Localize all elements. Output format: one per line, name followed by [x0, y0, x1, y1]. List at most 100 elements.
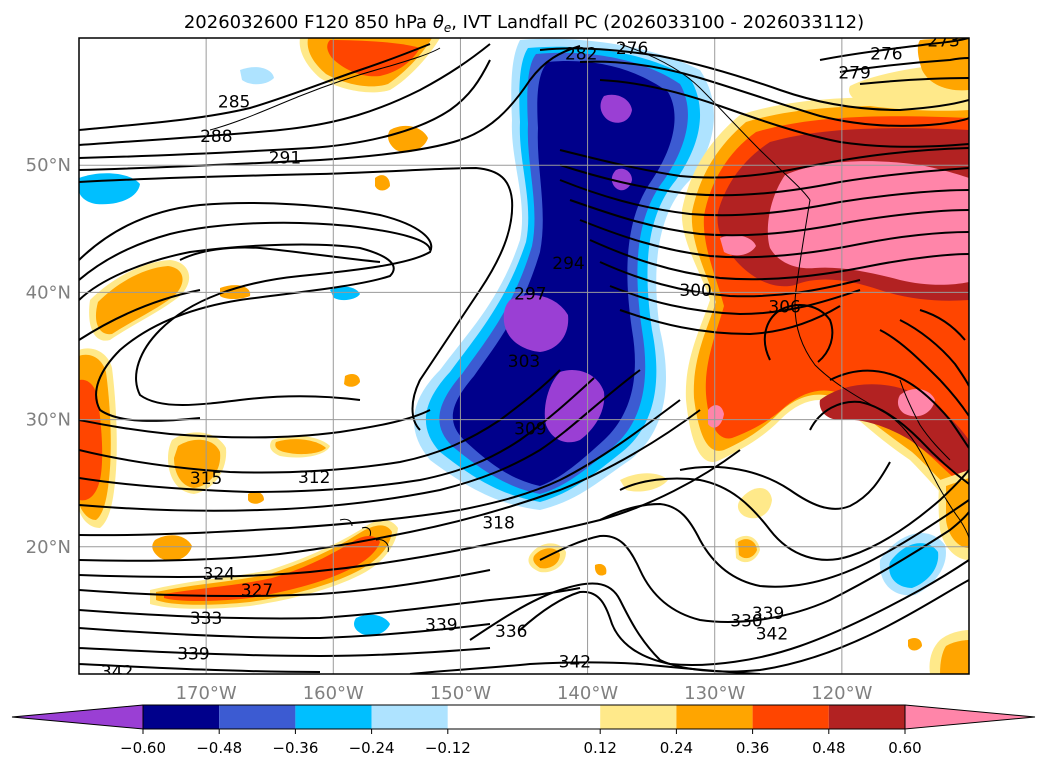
chart-title: 2026032600 F120 850 hPa θe, IVT Landfall…: [184, 12, 864, 35]
contour-line: [79, 45, 581, 171]
shade-band-orange: [156, 525, 392, 605]
lon-tick-label: 140°W: [557, 683, 618, 704]
contour-line: [619, 305, 841, 336]
map-frame: [78, 37, 970, 675]
colorbar-extend-high: [904, 704, 1036, 730]
colorbar-tick-label: −0.60: [120, 739, 166, 757]
contour-line: [79, 623, 491, 640]
contour-label: 339: [177, 645, 209, 665]
contour-line: [839, 57, 969, 73]
coastline-alaska: [209, 47, 441, 131]
colorbar-segment: [219, 705, 296, 729]
gridlines: [79, 38, 969, 674]
colorbar-segment: [295, 705, 372, 729]
shade-br-orange: [940, 640, 969, 674]
shade-se-cyan: [889, 543, 939, 588]
shade-purple-4: [611, 168, 632, 191]
colorbar-tick-label: −0.48: [196, 739, 242, 757]
contour-label: 303: [508, 352, 540, 372]
contour-label: 315: [190, 469, 222, 489]
lon-tick-label: 130°W: [684, 683, 745, 704]
contour-line: [519, 559, 969, 667]
contour-line: [559, 164, 969, 197]
contour-label: 291: [269, 149, 301, 169]
contour-label: 336: [495, 622, 527, 642]
contour-label: 276: [870, 44, 902, 64]
contour-line: [899, 319, 969, 387]
contour-label: 312: [298, 468, 330, 488]
shade-w-red: [79, 379, 103, 501]
contour-line: [763, 304, 834, 363]
contour-label: 300: [679, 281, 711, 301]
colorbar-tick-label: 0.12: [583, 739, 616, 757]
lon-tick-label: 160°W: [303, 683, 364, 704]
contour-line: [79, 166, 514, 431]
lat-tick-label: 20°N: [26, 537, 71, 558]
contour-label: 324: [203, 565, 235, 585]
contour-label: 288: [200, 127, 232, 147]
contour-label: 342: [559, 652, 591, 672]
lat-tick-label: 40°N: [26, 282, 71, 303]
contour-label: 306: [768, 297, 800, 317]
contour-line: [79, 569, 491, 598]
map-layers: 276 282 276 273 279 285 288 291 294 297 300 306 303 3…: [79, 32, 969, 682]
colorbar-extend-low: [11, 704, 144, 730]
contour-label: 342: [101, 662, 133, 682]
shade-east-darkred-s: [819, 384, 969, 480]
lon-tick-labels: 170°W 160°W 150°W 140°W 130°W 120°W: [176, 683, 873, 704]
shade-c3-orange: [738, 539, 757, 559]
colorbar-tick-label: 0.60: [888, 739, 921, 757]
contour-line: [579, 60, 969, 127]
contour-line: [79, 663, 321, 673]
lon-tick-label: 170°W: [176, 683, 237, 704]
shade-ne-red: [327, 40, 420, 77]
contour-label: 327: [241, 581, 273, 601]
contour-label: 330: [730, 612, 762, 632]
shade-c-yellow: [737, 488, 772, 519]
colorbar-tick-label: 0.48: [812, 739, 845, 757]
colorbar-segment: [143, 705, 220, 729]
lat-tick-label: 30°N: [26, 410, 71, 431]
contour-label: 273: [927, 32, 959, 52]
contour-line: [79, 377, 595, 494]
contour-line: [859, 77, 969, 85]
contour-line: [589, 239, 969, 281]
colorbar-outline: [142, 704, 906, 730]
contour-line: [79, 409, 431, 439]
contour-label: 318: [482, 514, 514, 534]
shade-purple-2: [544, 370, 605, 443]
shade-spot-orange-5: [248, 492, 264, 504]
colorbar-tick-label: 0.24: [660, 739, 693, 757]
shade-sw-lightblue: [240, 67, 274, 85]
shade-rt-orange: [946, 478, 969, 548]
colorbar-segment: [600, 705, 677, 729]
contour-line: [619, 469, 969, 561]
contour-line: [79, 399, 681, 537]
contour-line: [599, 79, 969, 148]
coastline-baja: [899, 379, 951, 461]
contour-line: [919, 309, 966, 341]
shade-spot-orange-3: [375, 175, 390, 191]
contour-line: [79, 243, 395, 422]
lon-tick-label: 120°W: [811, 683, 872, 704]
colorbar-segment: [676, 705, 753, 729]
contour-line: [879, 329, 969, 417]
lon-tick-label: 150°W: [430, 683, 491, 704]
colorbar-tick-label: −0.24: [349, 739, 395, 757]
lat-tick-label: 50°N: [26, 155, 71, 176]
contour-label: 309: [514, 420, 546, 440]
shading-negative: [79, 38, 969, 636]
colorbar-tick-label: 0.36: [736, 739, 769, 757]
contour-line: [539, 47, 969, 112]
colorbar-segment: [447, 705, 601, 729]
coastlines: [209, 43, 969, 553]
contour-line: [539, 511, 969, 623]
shade-mid-orange: [275, 439, 326, 455]
contour-line: [809, 400, 969, 485]
shade-spot-orange-7: [908, 638, 922, 651]
shade-purple-1: [503, 295, 569, 352]
shade-east-pink-2: [720, 235, 756, 256]
theta-e-contours: [79, 38, 969, 674]
lat-tick-labels: 20°N 30°N 40°N 50°N: [26, 155, 71, 558]
